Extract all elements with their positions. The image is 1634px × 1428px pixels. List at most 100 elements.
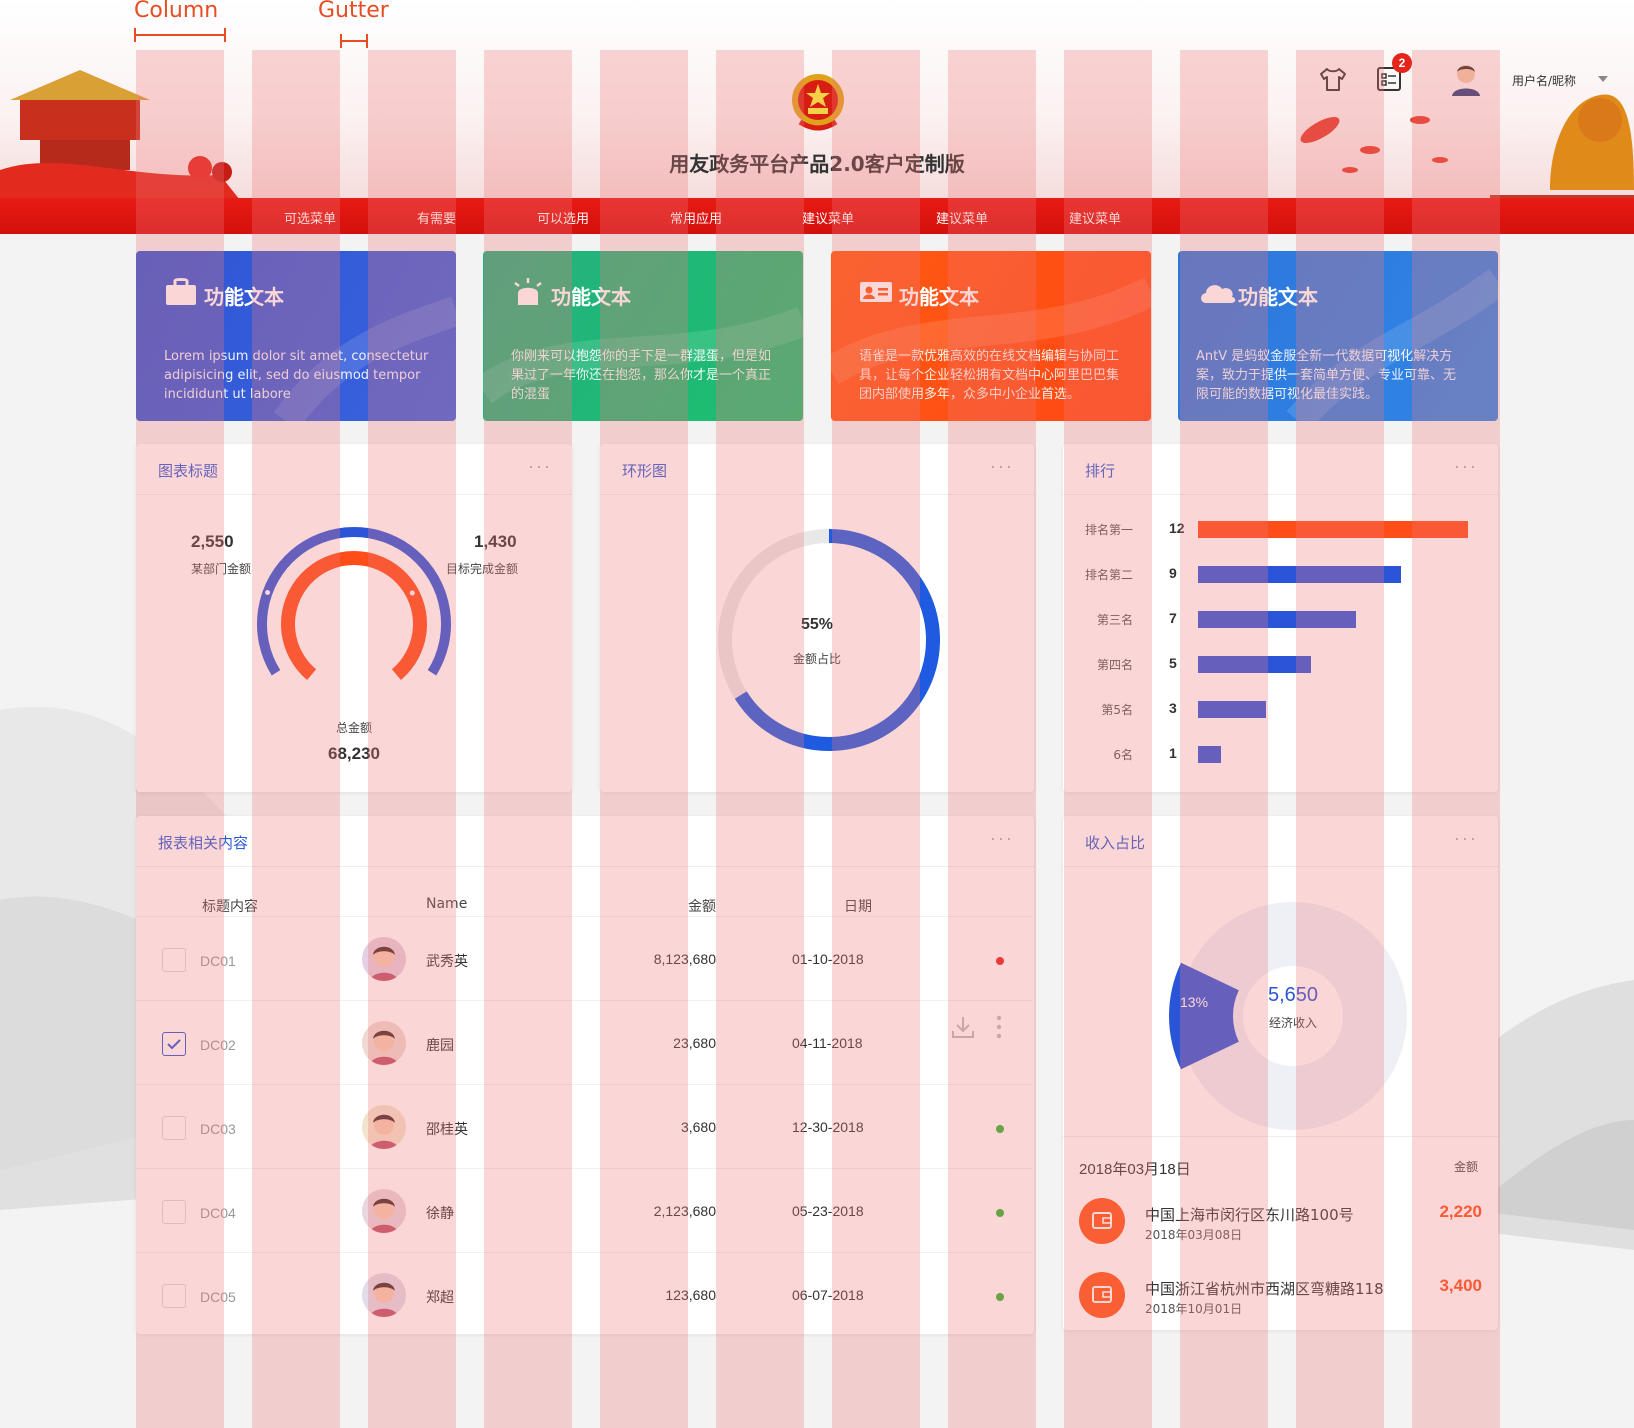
skin-shirt-icon[interactable] <box>1318 64 1348 94</box>
income-list-date: 2018年03月18日 <box>1079 1161 1191 1178</box>
status-dot <box>996 1293 1004 1301</box>
header: Column Gutter 用友政务平台产品2.0客户定制版 2 用户名/昵称 … <box>0 0 1634 234</box>
more-options-icon[interactable]: ··· <box>1454 456 1478 476</box>
donut-center-value: 5,650 <box>1267 984 1319 1006</box>
column-header-title[interactable]: 标题内容 <box>202 899 258 915</box>
ring-percent: 55% <box>800 616 834 633</box>
user-avatar[interactable] <box>1450 62 1482 96</box>
row-code: DC01 <box>200 953 236 969</box>
check-icon <box>167 1039 181 1050</box>
gauge-right-label: 目标完成金额 <box>446 562 519 576</box>
nav-item-6[interactable]: 建议菜单 <box>936 212 989 227</box>
table-row[interactable]: DC04 徐静 2,123,680 05-23-2018 <box>136 1168 1032 1252</box>
income-date: 2018年10月01日 <box>1145 1302 1243 1316</box>
report-panel: 报表相关内容 ··· 标题内容 Name 金额 日期 DC01 武秀英 8,123,… <box>136 816 1034 1334</box>
panel-title: 排行 <box>1085 462 1116 480</box>
row-checkbox[interactable] <box>162 1284 186 1308</box>
row-code: DC03 <box>200 1121 236 1137</box>
ring-value-arc <box>734 529 940 751</box>
column-header-amount[interactable]: 金额 <box>688 899 716 915</box>
nav-item-3[interactable]: 可以选用 <box>537 212 590 227</box>
rank-bar[interactable] <box>1198 566 1401 583</box>
rank-label: 排名第二 <box>1084 568 1133 582</box>
gauge-total-label: 总金额 <box>335 721 372 735</box>
row-date: 04-11-2018 <box>792 1035 863 1051</box>
income-amount: 3,400 <box>1439 1276 1482 1295</box>
table-row[interactable]: DC02 鹿园 23,680 04-11-2018 <box>136 1000 1032 1084</box>
gauge-chart <box>257 527 451 680</box>
gauge-left-value: 2,550 <box>191 532 234 551</box>
national-emblem-icon <box>792 74 844 131</box>
main-nav: 可选菜单 有需要 可以选用 常用应用 建议菜单 建议菜单 建议菜单 <box>0 198 1634 234</box>
feature-card-desc: 语雀是一款优雅高效的在线文档编辑与协同工具，让每个企业轻松拥有文档中心阿里巴巴集… <box>859 349 1120 402</box>
ranking-panel: 排行 ··· 排名第一 12 排名第二 9 第三名 7 第四名 5 第5名 3 6名 1 <box>1063 444 1498 792</box>
feature-card-3[interactable]: 功能文本 语雀是一款优雅高效的在线文档编辑与协同工具，让每个企业轻松拥有文档中心… <box>831 251 1151 421</box>
row-date: 06-07-2018 <box>792 1287 864 1303</box>
column-annotation: Column <box>134 0 219 23</box>
row-checkbox[interactable] <box>162 1200 186 1224</box>
column-annotation-tick-left <box>134 28 136 42</box>
row-checkbox[interactable] <box>162 948 186 972</box>
panel-title: 环形图 <box>622 462 668 480</box>
more-options-icon[interactable]: ··· <box>1454 828 1478 848</box>
download-icon[interactable] <box>950 1014 976 1040</box>
divider <box>1063 866 1498 867</box>
gauge-marker-dot <box>264 589 272 597</box>
more-options-icon[interactable]: ··· <box>990 456 1014 476</box>
feature-card-2[interactable]: 功能文本 你刚来可以抱怨你的手下是一群混蛋，但是如果过了一年你还在抱怨，那么你才… <box>483 251 803 421</box>
user-name-dropdown[interactable]: 用户名/昵称 <box>1512 74 1577 88</box>
row-checkbox[interactable] <box>162 1116 186 1140</box>
feature-card-title: 功能文本 <box>204 285 284 309</box>
cloud-icon <box>1201 285 1236 303</box>
divider <box>136 866 1034 867</box>
feature-card-desc: 你刚来可以抱怨你的手下是一群混蛋，但是如果过了一年你还在抱怨，那么你才是一个真正… <box>511 349 772 402</box>
column-header-date[interactable]: 日期 <box>844 899 872 915</box>
gutter-annotation-line <box>340 40 368 42</box>
feature-card-1[interactable]: 功能文本 Lorem ipsum dolor sit amet, consect… <box>136 251 456 421</box>
income-date: 2018年03月08日 <box>1145 1228 1243 1242</box>
row-code: DC05 <box>200 1289 236 1305</box>
table-row[interactable]: DC05 郑超 123,680 06-07-2018 <box>136 1252 1032 1336</box>
wallet-icon <box>1079 1272 1125 1318</box>
nav-item-7[interactable]: 建议菜单 <box>1069 212 1122 227</box>
message-list-icon[interactable] <box>1374 64 1404 94</box>
feature-card-title: 功能文本 <box>551 285 631 309</box>
site-title: 用友政务平台产品2.0客户定制版 <box>669 152 965 176</box>
gutter-annotation-tick-right <box>366 34 368 48</box>
row-checkbox[interactable] <box>162 1032 186 1056</box>
wave-pattern <box>1286 268 1498 421</box>
rank-bar[interactable] <box>1198 611 1356 628</box>
table-row[interactable]: DC03 邵桂英 3,680 12-30-2018 <box>136 1084 1032 1168</box>
column-header-name[interactable]: Name <box>426 896 468 912</box>
row-amount: 3,680 <box>680 1119 716 1135</box>
alarm-light-icon <box>514 278 542 305</box>
slice-percent: 13% <box>1180 994 1209 1010</box>
gauge-inner-arc <box>281 551 427 680</box>
nav-item-1[interactable]: 可选菜单 <box>284 212 337 227</box>
panel-title: 报表相关内容 <box>158 834 249 852</box>
rank-value: 5 <box>1169 655 1177 671</box>
more-options-icon[interactable]: ··· <box>990 828 1014 848</box>
nav-item-5[interactable]: 建议菜单 <box>802 212 855 227</box>
feature-card-desc: Lorem ipsum dolor sit amet, consectetur … <box>164 349 429 402</box>
rank-bar[interactable] <box>1198 656 1311 673</box>
chevron-down-icon[interactable] <box>1598 76 1608 82</box>
more-options-icon[interactable]: ··· <box>528 456 552 476</box>
wave-pattern <box>483 307 803 404</box>
row-code: DC02 <box>200 1037 236 1053</box>
rank-bar[interactable] <box>1198 521 1468 538</box>
rank-bar[interactable] <box>1198 746 1221 763</box>
row-more-icon[interactable] <box>994 1014 1004 1040</box>
nav-item-2[interactable]: 有需要 <box>417 212 457 227</box>
wave-pattern <box>831 277 1151 384</box>
gauge-outer-arc <box>257 527 451 676</box>
income-amount-header: 金额 <box>1453 1160 1478 1174</box>
rank-bar[interactable] <box>1198 701 1266 718</box>
wallet-icon <box>1079 1198 1125 1244</box>
table-row[interactable]: DC01 武秀英 8,123,680 01-10-2018 <box>136 916 1032 1000</box>
nav-item-4[interactable]: 常用应用 <box>670 212 723 227</box>
rank-value: 3 <box>1169 700 1177 716</box>
feature-card-4[interactable]: 功能文本 AntV 是蚂蚁金服全新一代数据可视化解决方案，致力于提供一套简单方便… <box>1178 251 1498 421</box>
gutter-annotation: Gutter <box>318 0 389 23</box>
row-amount: 8,123,680 <box>653 951 716 967</box>
